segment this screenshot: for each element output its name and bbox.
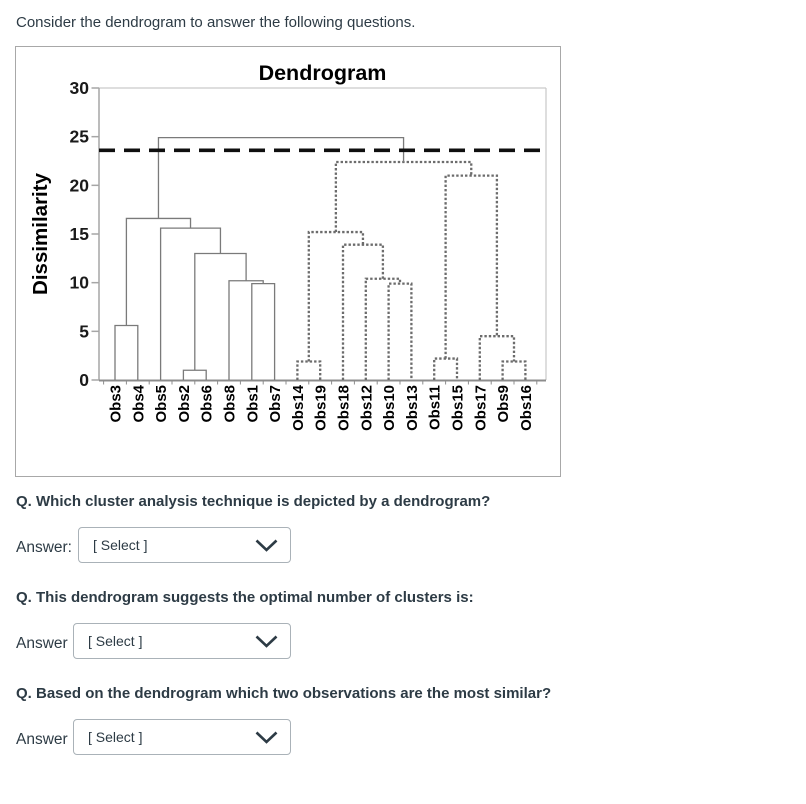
y-tick-label: 25 [70, 127, 90, 147]
dendrogram-link-m13 [433, 357, 459, 380]
dendrogram-link-m2 [182, 369, 207, 380]
question-2-select-value: [ Select ] [88, 633, 143, 649]
leaf-label-Obs11: Obs11 [427, 385, 444, 430]
dendrogram-link-m12 [307, 230, 365, 362]
leaf-label-Obs7: Obs7 [267, 385, 284, 423]
dendrogram-figure: 0 5 10 15 20 25 30 Dendrogram Dissimilarity Obs3 O… [15, 46, 561, 477]
question-1-text: Q. Which cluster analysis technique is d… [16, 493, 491, 510]
y-tick-label: 10 [70, 273, 90, 293]
question-3-answer-select[interactable]: [ Select ] [73, 719, 291, 755]
question-2-text: Q. This dendrogram suggests the optimal … [16, 589, 474, 606]
dendrogram-link-m10 [364, 277, 402, 380]
dendrogram-chart: 0 5 10 15 20 25 30 Dendrogram Dissimilarity Obs3 O… [29, 61, 547, 431]
leaf-label-Obs19: Obs19 [313, 385, 330, 431]
dendrogram-link-m5 [194, 252, 247, 371]
y-tick-label: 15 [70, 224, 90, 244]
chart-title: Dendrogram [259, 61, 387, 85]
leaf-label-Obs17: Obs17 [472, 385, 489, 431]
question-1-answer-label: Answer: [16, 539, 72, 556]
page-heading: Consider the dendrogram to answer the fo… [16, 14, 416, 31]
question-2-answer-label: Answer [16, 635, 68, 652]
dendrogram-link-m17 [334, 160, 473, 233]
leaf-label-Obs16: Obs16 [518, 385, 535, 431]
chevron-down-icon [255, 635, 278, 648]
leaf-label-Obs8: Obs8 [222, 385, 239, 423]
question-3-answer-label: Answer [16, 731, 68, 748]
question-2-answer-select[interactable]: [ Select ] [73, 623, 291, 659]
dendrogram-link-m7 [125, 217, 192, 326]
leaf-label-Obs4: Obs4 [130, 384, 147, 422]
y-tick-label: 30 [70, 78, 90, 98]
leaf-label-Obs12: Obs12 [358, 385, 375, 431]
dendrogram-link-m9 [387, 282, 413, 380]
y-tick-label: 0 [79, 370, 89, 390]
leaf-label-Obs6: Obs6 [199, 385, 216, 423]
question-1-select-value: [ Select ] [93, 537, 148, 553]
dendrogram-link-m16 [444, 174, 499, 359]
leaf-label-Obs18: Obs18 [336, 385, 353, 431]
leaf-label-Obs1: Obs1 [244, 385, 261, 423]
leaf-label-Obs9: Obs9 [495, 385, 512, 423]
chevron-down-icon [255, 539, 278, 552]
dendrogram-link-m3 [251, 282, 276, 380]
leaf-label-Obs10: Obs10 [381, 385, 398, 431]
leaf-label-Obs13: Obs13 [404, 385, 421, 431]
y-axis-label: Dissimilarity [29, 172, 52, 295]
y-tick-label: 5 [79, 321, 89, 341]
leaf-label-Obs2: Obs2 [176, 385, 193, 423]
dendrogram-link-m15 [478, 335, 516, 380]
dendrogram-link-m11 [341, 243, 385, 380]
y-tick-label: 20 [70, 175, 90, 195]
question-3-text: Q. Based on the dendrogram which two obs… [16, 685, 552, 702]
leaf-label-Obs3: Obs3 [108, 385, 125, 423]
dendrogram-link-m4 [228, 280, 264, 380]
dendrogram-link-m8 [296, 360, 322, 380]
leaf-label-Obs14: Obs14 [290, 384, 307, 431]
dendrogram-link-m14 [501, 360, 527, 380]
chevron-down-icon [255, 731, 278, 744]
leaf-label-Obs15: Obs15 [450, 385, 467, 431]
dendrogram-link-m1 [114, 324, 139, 380]
question-3-select-value: [ Select ] [88, 729, 143, 745]
leaf-label-Obs5: Obs5 [153, 385, 170, 423]
dendrogram-link-m6 [159, 227, 222, 380]
question-1-answer-select[interactable]: [ Select ] [78, 527, 291, 563]
